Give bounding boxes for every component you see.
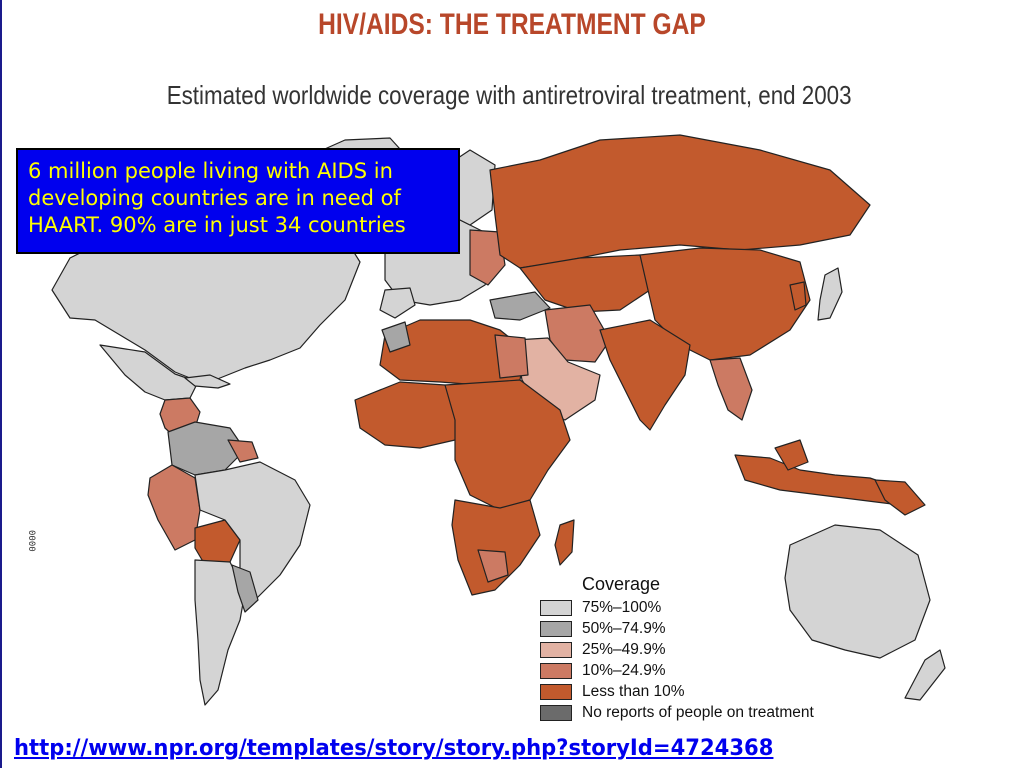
callout-line-2: developing countries are in need of xyxy=(28,186,401,210)
region-morocco xyxy=(381,321,411,353)
legend-swatch xyxy=(540,599,572,616)
legend-item: Less than 10% xyxy=(540,681,840,702)
legend-swatch xyxy=(540,620,572,637)
legend-label: 25%–49.9% xyxy=(582,640,666,658)
legend-item: 25%–49.9% xyxy=(540,639,840,660)
region-new-zealand xyxy=(904,649,946,701)
legend-item: 10%–24.9% xyxy=(540,660,840,681)
region-eastern-europe xyxy=(469,229,506,286)
region-japan xyxy=(817,267,843,321)
legend-swatch xyxy=(540,683,572,700)
side-code: 0000 xyxy=(26,530,36,552)
map-subtitle: Estimated worldwide coverage with antire… xyxy=(166,80,852,110)
region-turkey xyxy=(489,291,551,321)
region-australia xyxy=(784,524,931,659)
region-china xyxy=(639,247,811,361)
region-madagascar xyxy=(554,519,575,566)
source-link[interactable]: http://www.npr.org/templates/story/story… xyxy=(14,736,774,761)
legend-label: Less than 10% xyxy=(582,682,685,700)
region-southern-africa xyxy=(451,499,541,596)
slide-left-border xyxy=(0,0,2,768)
map-title: HIV/AIDS: THE TREATMENT GAP xyxy=(318,8,706,41)
region-peru xyxy=(147,464,201,551)
legend-label: No reports of people on treatment xyxy=(582,703,814,721)
legend-swatch xyxy=(540,662,572,679)
region-cuba xyxy=(184,374,231,389)
region-indochina xyxy=(709,357,753,421)
legend-swatch xyxy=(540,641,572,658)
region-egypt xyxy=(494,334,529,379)
region-paraguay-uruguay xyxy=(231,564,259,613)
region-brazil xyxy=(194,461,311,601)
legend-label: 10%–24.9% xyxy=(582,661,666,679)
region-south-africa xyxy=(477,549,509,583)
region-papua xyxy=(874,479,926,516)
callout-line-3: HAART. 90% are in just 34 countries xyxy=(28,213,406,237)
region-guianas xyxy=(227,439,259,463)
legend-item: 75%–100% xyxy=(540,597,840,618)
legend-swatch xyxy=(540,704,572,721)
region-india xyxy=(599,319,691,431)
region-russia xyxy=(489,134,871,269)
region-central-asia xyxy=(519,254,651,313)
region-borneo xyxy=(774,439,809,471)
legend-label: 50%–74.9% xyxy=(582,619,666,637)
legend-item: No reports of people on treatment xyxy=(540,702,840,723)
legend-label: 75%–100% xyxy=(582,598,662,616)
map-legend: Coverage 75%–100% 50%–74.9% 25%–49.9% 10… xyxy=(540,574,840,723)
legend-item: 50%–74.9% xyxy=(540,618,840,639)
region-iberia xyxy=(379,287,416,319)
legend-title: Coverage xyxy=(582,574,661,594)
callout-line-1: 6 million people living with AIDS in xyxy=(28,159,393,183)
region-korea xyxy=(789,281,807,311)
callout-box: 6 million people living with AIDS in dev… xyxy=(16,148,460,254)
